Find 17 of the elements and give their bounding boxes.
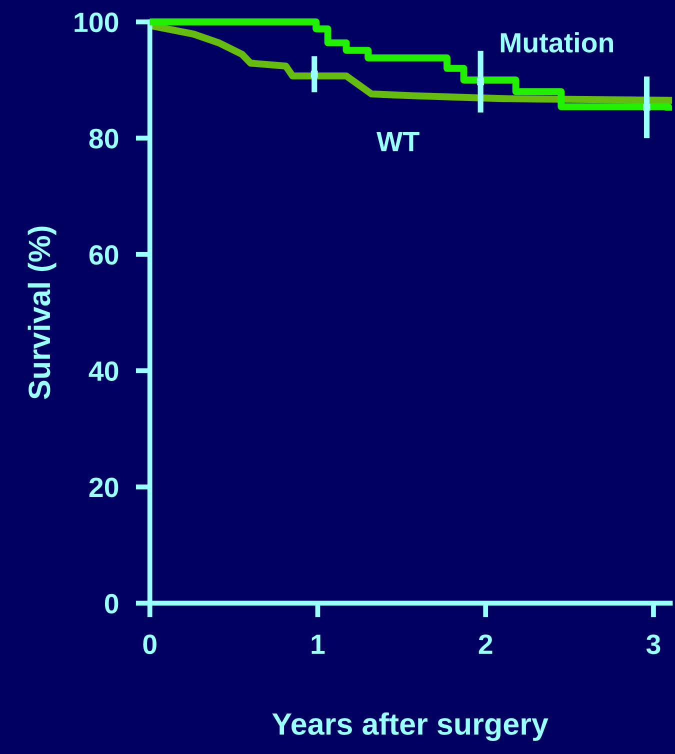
- y-tick-label: 40: [88, 361, 118, 382]
- x-axis-title: Years after surgery: [272, 712, 548, 742]
- y-tick-label: 100: [74, 12, 118, 32]
- x-tick-label: 2: [478, 634, 492, 654]
- x-tick-label: 0: [143, 634, 156, 654]
- x-tick-label: 1: [312, 634, 325, 654]
- y-tick-label: 80: [89, 128, 118, 148]
- point: [643, 104, 650, 111]
- point: [477, 78, 484, 86]
- series-label: Mutation: [500, 32, 614, 53]
- y-tick-label: 20: [89, 478, 118, 498]
- y-axis-title: Survival (%): [28, 226, 56, 400]
- x-tick-label: 3: [646, 634, 660, 654]
- y-tick-label: 60: [89, 245, 118, 265]
- point: [310, 70, 318, 78]
- series-label: WT: [376, 132, 420, 152]
- y-tick-label: 0: [104, 594, 118, 614]
